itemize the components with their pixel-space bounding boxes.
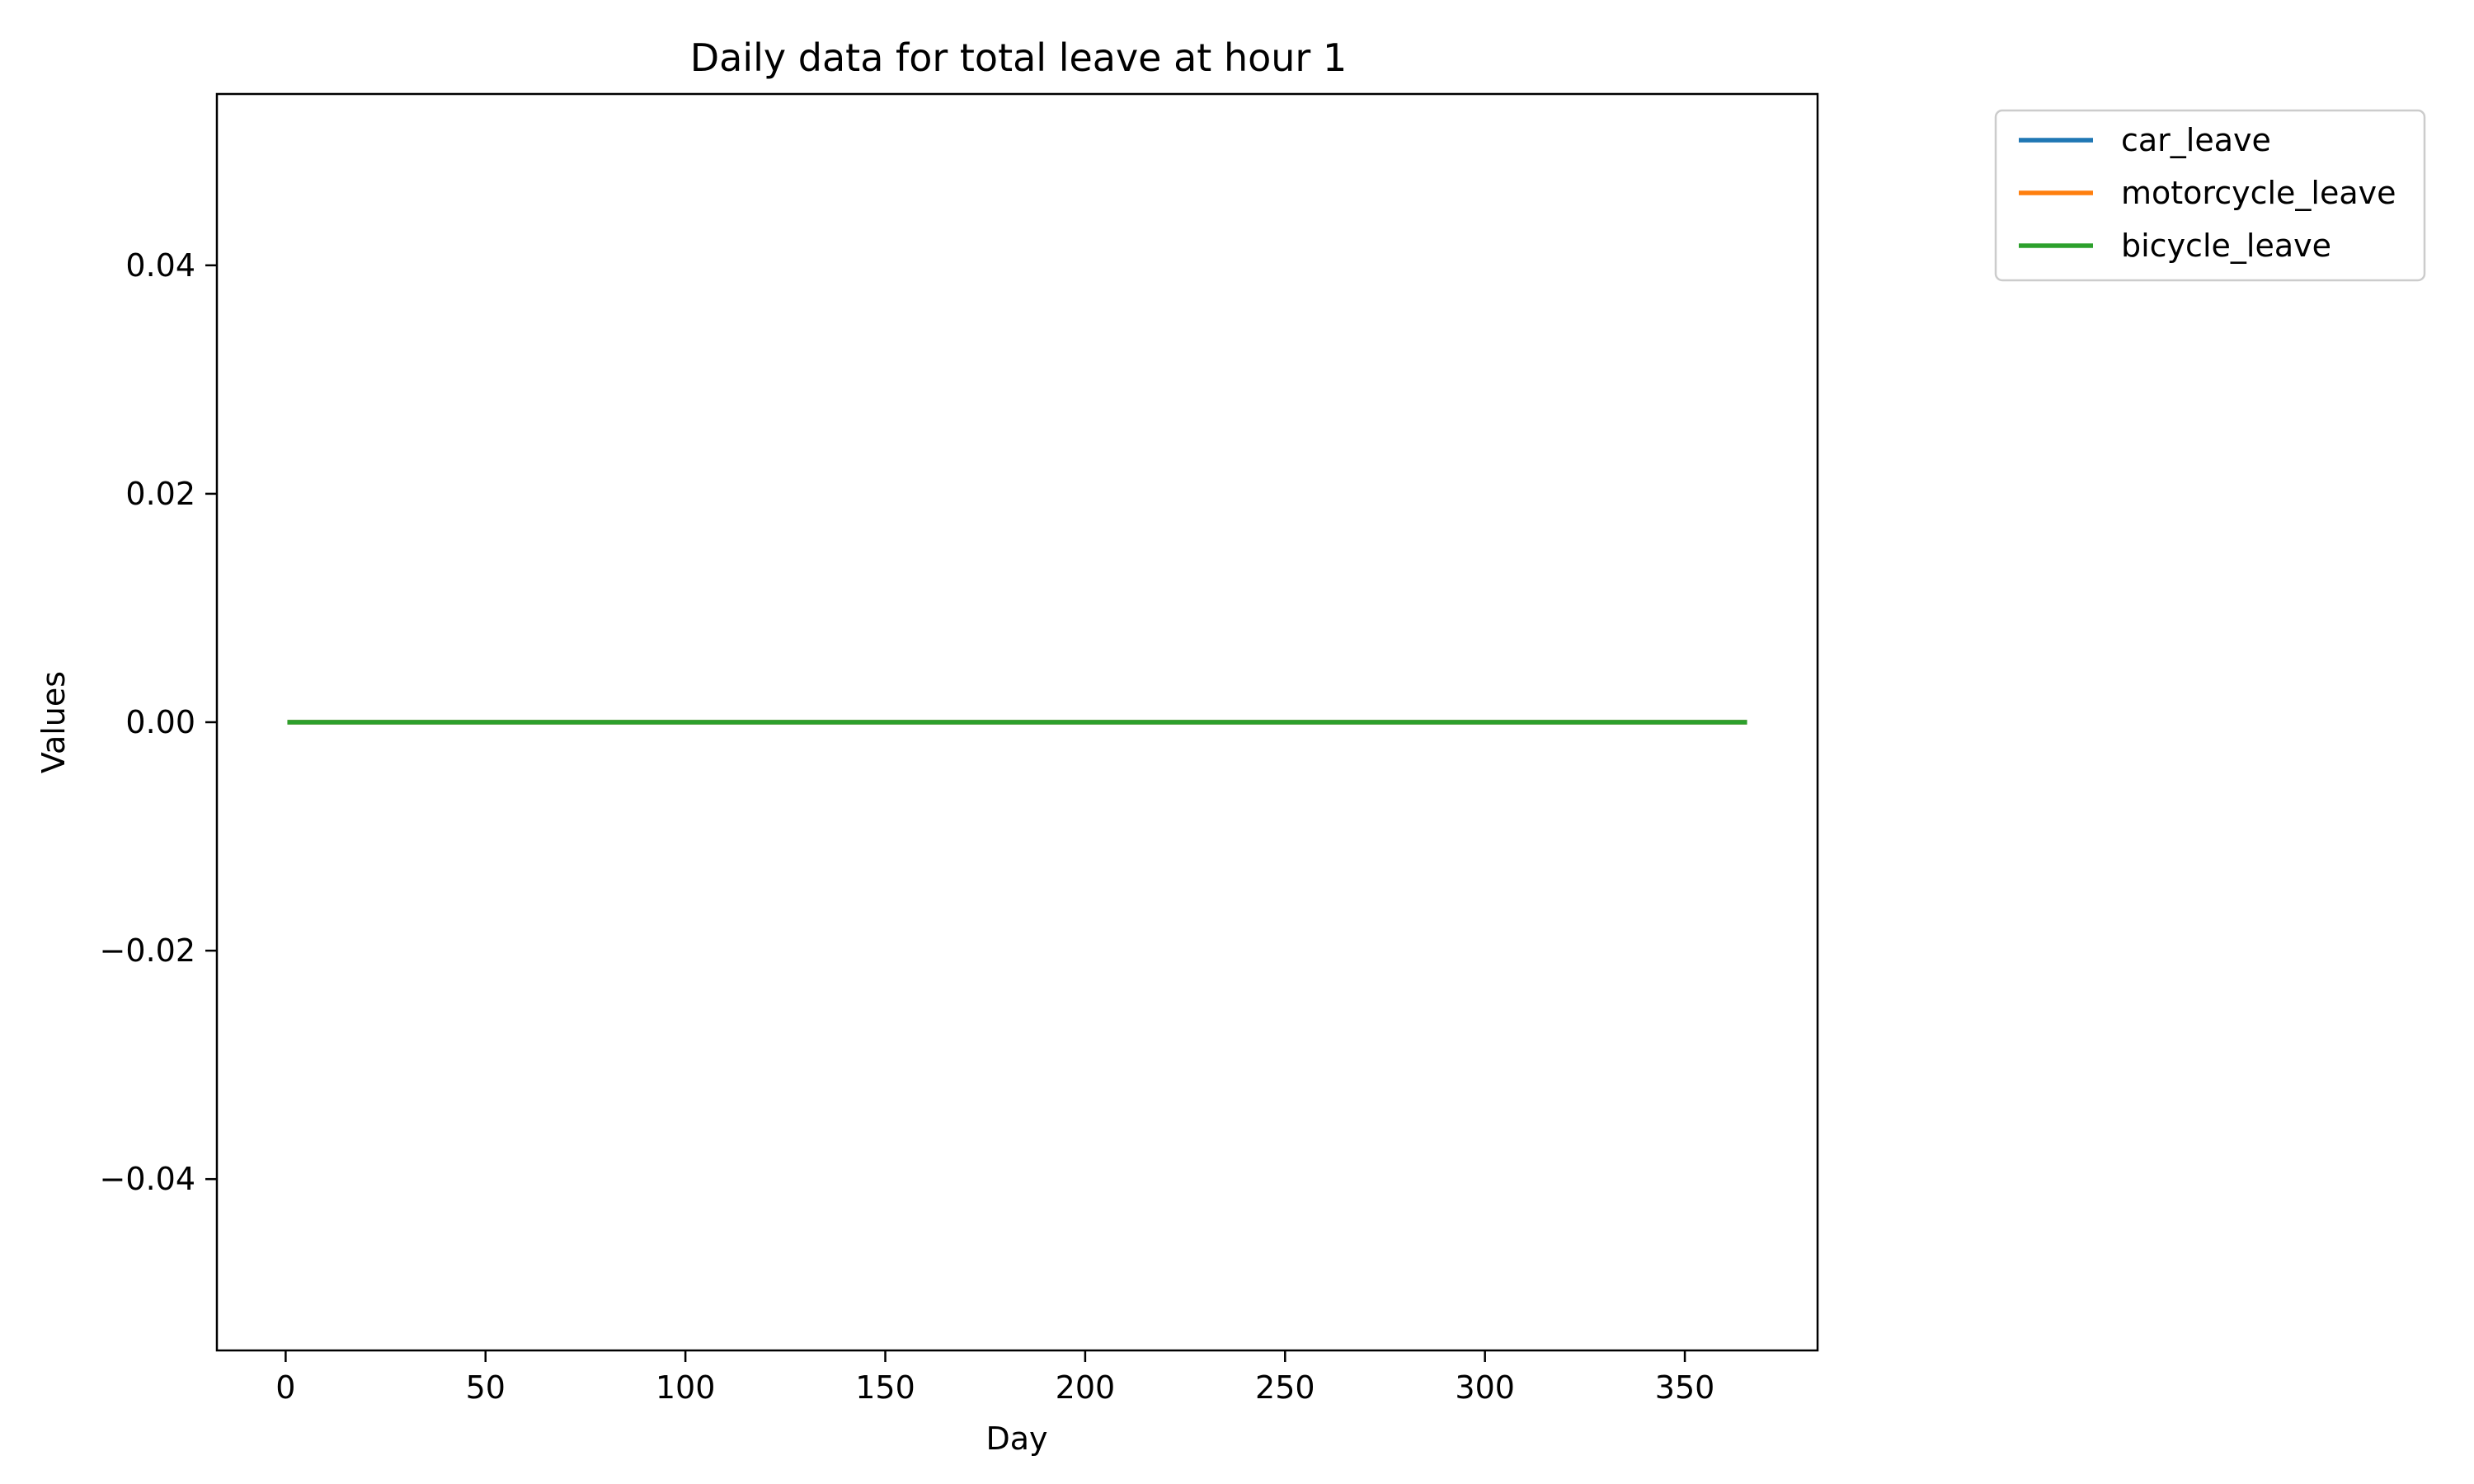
x-axis: 0 50 100 150 200 250 300 350 (275, 1350, 1714, 1406)
chart-title: Daily data for total leave at hour 1 (690, 35, 1347, 80)
legend-label-motorcycle-leave: motorcycle_leave (2121, 175, 2396, 211)
legend-label-car-leave: car_leave (2121, 122, 2271, 158)
legend-frame (1994, 109, 2426, 282)
x-tick-label: 250 (1255, 1369, 1315, 1406)
y-tick-label: 0.04 (125, 247, 195, 284)
x-tick-label: 0 (275, 1369, 295, 1406)
x-tick-label: 50 (466, 1369, 506, 1406)
x-tick-label: 200 (1056, 1369, 1116, 1406)
y-tick-label: 0.02 (125, 476, 195, 512)
y-axis-label: Values (35, 671, 72, 773)
legend-label-bicycle-leave: bicycle_leave (2121, 228, 2331, 264)
y-tick-label: −0.04 (100, 1161, 195, 1197)
x-tick-label: 300 (1455, 1369, 1515, 1406)
y-tick-label: −0.02 (100, 932, 195, 969)
x-axis-label: Day (985, 1421, 1047, 1457)
x-tick-label: 100 (656, 1369, 716, 1406)
x-tick-label: 150 (855, 1369, 915, 1406)
y-tick-label: 0.00 (125, 704, 195, 740)
legend: car_leave motorcycle_leave bicycle_leave (1994, 109, 2426, 282)
x-tick-label: 350 (1655, 1369, 1715, 1406)
y-axis: 0.04 0.02 0.00 −0.02 −0.04 (100, 247, 217, 1197)
